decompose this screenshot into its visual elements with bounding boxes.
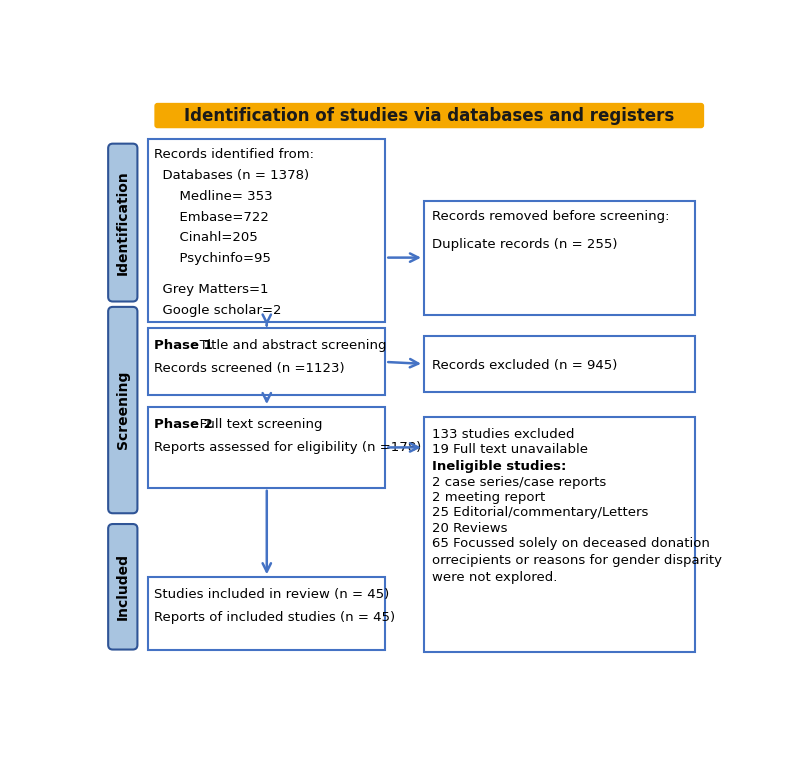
Text: Records identified from:: Records identified from:: [154, 148, 314, 161]
Text: Records removed before screening:: Records removed before screening:: [431, 210, 669, 223]
Text: Psychinfo=95: Psychinfo=95: [154, 252, 271, 265]
Text: Identification: Identification: [116, 170, 130, 275]
Text: Duplicate records (n = 255): Duplicate records (n = 255): [431, 238, 617, 250]
Text: Grey Matters=1: Grey Matters=1: [154, 283, 269, 296]
Text: Reports of included studies (n = 45): Reports of included studies (n = 45): [154, 611, 395, 624]
FancyBboxPatch shape: [148, 328, 386, 395]
Text: Phase 2: Phase 2: [154, 418, 213, 431]
FancyBboxPatch shape: [108, 524, 138, 650]
Text: : Full text screening: : Full text screening: [191, 418, 323, 431]
FancyBboxPatch shape: [424, 417, 695, 652]
Text: Screening: Screening: [116, 370, 130, 449]
FancyBboxPatch shape: [148, 577, 386, 651]
FancyBboxPatch shape: [154, 103, 704, 128]
Text: 65 Focussed solely on deceased donation
orrecipients or reasons for gender dispa: 65 Focussed solely on deceased donation …: [431, 537, 722, 584]
FancyBboxPatch shape: [108, 144, 138, 302]
Text: Records excluded (n = 945): Records excluded (n = 945): [431, 360, 617, 372]
Text: 2 meeting report: 2 meeting report: [431, 491, 545, 504]
Text: Included: Included: [116, 553, 130, 620]
FancyBboxPatch shape: [424, 336, 695, 392]
Text: Google scholar=2: Google scholar=2: [154, 304, 282, 317]
Text: Records screened (n =1123): Records screened (n =1123): [154, 363, 345, 375]
Text: Ineligible studies:: Ineligible studies:: [431, 460, 566, 473]
Text: Medline= 353: Medline= 353: [154, 190, 273, 203]
FancyBboxPatch shape: [108, 307, 138, 513]
Text: Identification of studies via databases and registers: Identification of studies via databases …: [184, 107, 674, 125]
FancyBboxPatch shape: [424, 200, 695, 314]
Text: 25 Editorial/commentary/Letters: 25 Editorial/commentary/Letters: [431, 506, 648, 519]
Text: Studies included in review (n = 45): Studies included in review (n = 45): [154, 588, 390, 601]
Text: 2 case series/case reports: 2 case series/case reports: [431, 476, 606, 488]
Text: Reports assessed for eligibility (n =178): Reports assessed for eligibility (n =178…: [154, 441, 422, 454]
Text: 20 Reviews: 20 Reviews: [431, 522, 507, 535]
Text: Cinahl=205: Cinahl=205: [154, 232, 258, 244]
Text: : Title and abstract screening: : Title and abstract screening: [191, 339, 387, 353]
Text: 19 Full text unavailable: 19 Full text unavailable: [431, 443, 587, 456]
FancyBboxPatch shape: [148, 139, 386, 322]
FancyBboxPatch shape: [148, 407, 386, 488]
Text: Databases (n = 1378): Databases (n = 1378): [154, 169, 310, 182]
Text: Phase 1: Phase 1: [154, 339, 213, 353]
Text: Embase=722: Embase=722: [154, 211, 270, 224]
Text: 133 studies excluded: 133 studies excluded: [431, 427, 574, 441]
